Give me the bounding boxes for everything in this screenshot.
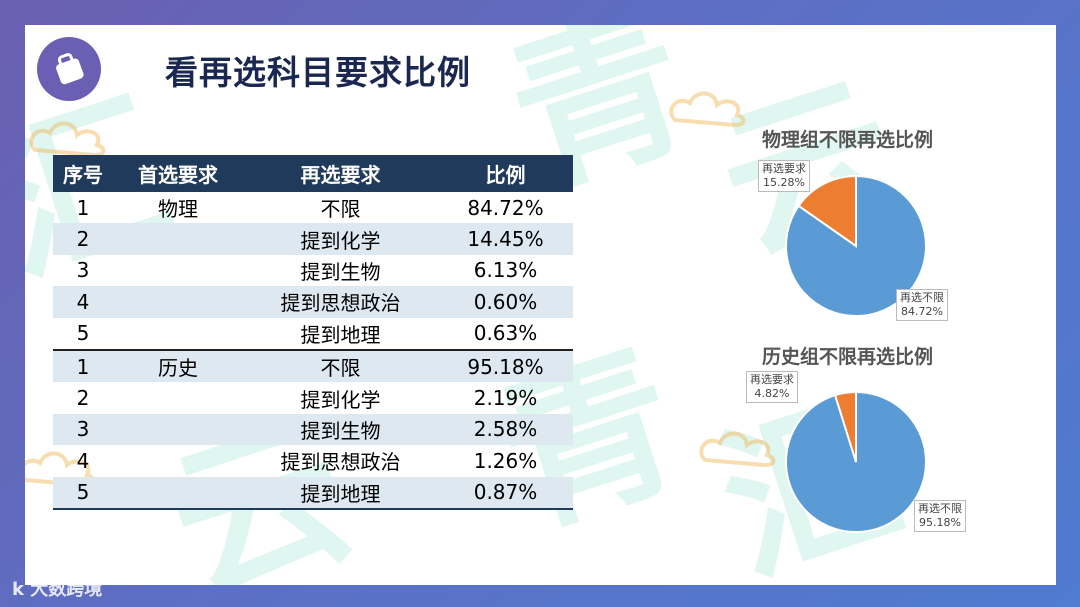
pie-history-label-free-name: 再选不限 — [918, 502, 962, 515]
pie-physics-label-free-name: 再选不限 — [900, 291, 944, 304]
cell-first-choice — [113, 318, 243, 350]
cell-index: 4 — [53, 286, 113, 318]
cell-index: 3 — [53, 413, 113, 446]
table-row: 5 提到地理 0.87% — [53, 476, 573, 510]
cell-first-choice — [113, 476, 243, 510]
cell-index: 2 — [76, 386, 90, 411]
cell-index: 3 — [76, 258, 90, 283]
cell-second-choice: 不限 — [243, 348, 438, 383]
cloud-ornament-icon — [699, 431, 776, 468]
cell-first-choice — [113, 255, 243, 286]
cell-ratio: 95.18% — [438, 348, 573, 383]
cell-first-choice — [113, 413, 243, 446]
cell-index: 5 — [53, 476, 113, 510]
pie-slice-required — [833, 391, 857, 463]
brand-mark-icon: k — [12, 579, 24, 600]
pie-title-physics: 物理组不限再选比例 — [762, 129, 934, 151]
pie-history-label-free-value: 95.18% — [919, 516, 961, 529]
table-row: 3 提到生物 2.58% — [53, 413, 573, 446]
bag-icon — [37, 37, 101, 101]
table-row: 4 提到思想政治 1.26% — [53, 445, 573, 476]
table-row: 4 提到思想政治 0.60% — [53, 286, 573, 318]
cell-ratio: 2.58% — [438, 413, 573, 446]
pie-physics-label-free-value: 84.72% — [901, 305, 943, 318]
cell-index: 2 — [53, 223, 113, 255]
pie-physics-label-required-value: 15.28% — [763, 176, 805, 189]
pie-chart-history — [785, 391, 927, 533]
cell-first-choice: 历史 — [113, 348, 243, 383]
cell-first-choice — [113, 382, 243, 413]
cloud-ornament-icon — [29, 121, 106, 158]
table-row: 3 提到生物 6.13% — [53, 255, 573, 286]
pie-history-label-free: 再选不限 95.18% — [914, 500, 966, 532]
footer-brand: k 大数跨境 — [12, 575, 102, 601]
table-row: 2 提到化学 2.19% — [53, 382, 573, 413]
table-row: 1 历史 不限 95.18% — [53, 348, 573, 383]
cell-ratio: 0.63% — [473, 321, 538, 346]
pie-physics-label-required: 再选要求 15.28% — [758, 160, 810, 192]
pie-title-history: 历史组不限再选比例 — [762, 346, 934, 368]
cell-ratio: 1.26% — [473, 448, 538, 473]
pie-history-label-required-name: 再选要求 — [750, 373, 794, 386]
cell-index: 1 — [53, 348, 113, 383]
cell-second-choice: 不限 — [320, 197, 361, 222]
cell-ratio: 84.72% — [467, 195, 544, 220]
pie-chart-physics — [785, 175, 927, 317]
table-row: 1 物理 不限 84.72% — [53, 192, 573, 223]
cell-ratio: 6.13% — [473, 258, 538, 283]
footer-brand-text: 大数跨境 — [30, 579, 103, 600]
cell-first-choice — [113, 445, 243, 476]
cell-index: 4 — [76, 448, 90, 473]
cell-second-choice: 提到生物 — [243, 413, 438, 446]
cell-second-choice: 提到生物 — [300, 259, 381, 284]
pie-physics-label-required-name: 再选要求 — [762, 162, 806, 175]
page-title: 看再选科目要求比例 — [165, 53, 471, 92]
header-index: 序号 — [53, 155, 113, 192]
table-header-row: 序号 首选要求 再选要求 比例 — [53, 155, 573, 192]
header-ratio: 比例 — [438, 155, 573, 192]
header-first-choice: 首选要求 — [113, 155, 243, 192]
table-row: 5 提到地理 0.63% — [53, 318, 573, 350]
pie-history-label-required: 再选要求 4.82% — [746, 371, 798, 403]
cell-second-choice: 提到化学 — [300, 387, 381, 412]
cell-second-choice: 提到地理 — [243, 476, 438, 510]
cell-ratio: 0.87% — [438, 476, 573, 510]
cell-second-choice: 提到思想政治 — [280, 450, 401, 475]
cell-first-choice: 物理 — [158, 197, 198, 222]
cell-ratio: 0.60% — [438, 286, 573, 318]
cell-index: 1 — [76, 195, 90, 220]
cell-second-choice: 提到思想政治 — [243, 286, 438, 318]
cell-first-choice — [113, 286, 243, 318]
cell-second-choice: 提到化学 — [243, 223, 438, 255]
selection-table: 序号 首选要求 再选要求 比例 1 物理 不限 84.72% 2 提到化学 14… — [53, 155, 573, 510]
pie-physics-label-free: 再选不限 84.72% — [896, 289, 948, 321]
table-row: 2 提到化学 14.45% — [53, 223, 573, 255]
cell-first-choice — [113, 223, 243, 255]
cell-second-choice: 提到地理 — [300, 322, 381, 347]
cell-ratio: 2.19% — [473, 386, 538, 411]
cell-index: 5 — [76, 321, 90, 346]
header-second-choice: 再选要求 — [243, 155, 438, 192]
cloud-ornament-icon — [669, 91, 746, 128]
pie-history-label-required-value: 4.82% — [754, 387, 790, 400]
cell-ratio: 14.45% — [438, 223, 573, 255]
pie-slice-required — [797, 175, 857, 248]
